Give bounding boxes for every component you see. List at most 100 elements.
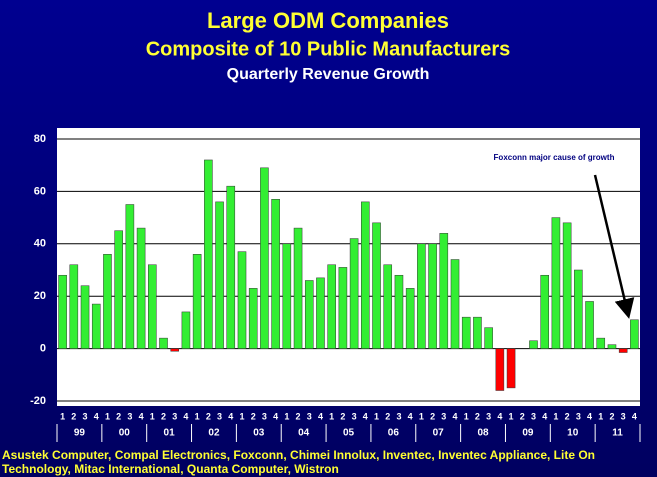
x-tick-label: 4 [273, 411, 278, 421]
bar [170, 348, 180, 352]
year-label: 04 [298, 428, 310, 439]
x-tick-label: 4 [318, 411, 323, 421]
chart-subtitle: Composite of 10 Public Manufacturers [146, 38, 511, 60]
bar [383, 264, 393, 349]
x-tick-label: 4 [94, 411, 99, 421]
year-label: 03 [253, 428, 265, 439]
bar [630, 319, 639, 349]
bar [574, 269, 583, 349]
x-tick-label: 1 [150, 411, 155, 421]
x-tick-label: 1 [105, 411, 110, 421]
bar [372, 222, 381, 349]
x-tick-label: 4 [587, 411, 592, 421]
year-label: 07 [433, 428, 445, 439]
bar [506, 348, 516, 389]
bar [271, 199, 280, 349]
x-tick-label: 3 [396, 411, 401, 421]
x-tick-label: 1 [509, 411, 514, 421]
bar [304, 280, 314, 349]
x-tick-label: 1 [374, 411, 379, 421]
x-tick-label: 1 [284, 411, 289, 421]
bar [585, 301, 594, 349]
x-tick-label: 1 [553, 411, 558, 421]
bar [484, 327, 493, 349]
x-tick-label: 2 [296, 411, 301, 421]
bar [405, 288, 415, 349]
x-tick-label: 1 [239, 411, 244, 421]
x-tick-label: 3 [576, 411, 581, 421]
x-tick-label: 2 [565, 411, 570, 421]
bar [237, 251, 247, 349]
x-tick-label: 1 [195, 411, 200, 421]
bar [159, 337, 168, 349]
bar [181, 311, 191, 349]
x-tick-label: 4 [363, 411, 368, 421]
y-tick-label: 60 [34, 185, 46, 197]
x-tick-label: 3 [307, 411, 312, 421]
x-tick-label: 1 [60, 411, 65, 421]
bar [248, 288, 258, 349]
bar [91, 303, 101, 349]
year-label: 05 [343, 428, 355, 439]
bar [58, 274, 67, 349]
y-tick-label: 40 [34, 238, 46, 250]
year-label: 09 [522, 428, 534, 439]
bar [461, 316, 471, 349]
x-tick-label: 4 [228, 411, 233, 421]
bar [529, 340, 538, 349]
bar [215, 201, 224, 349]
bar [103, 254, 112, 349]
bar [226, 185, 236, 349]
year-label: 01 [164, 428, 176, 439]
x-tick-label: 1 [329, 411, 334, 421]
bar [136, 227, 146, 349]
bar [562, 222, 572, 349]
x-tick-label: 2 [609, 411, 614, 421]
bar [450, 259, 460, 349]
year-label: 10 [567, 428, 579, 439]
x-tick-label: 3 [217, 411, 222, 421]
bar [618, 348, 628, 353]
bar [192, 254, 202, 349]
annotation: Foxconn major cause of growth [494, 153, 615, 162]
x-tick-label: 3 [83, 411, 88, 421]
bar [114, 230, 123, 349]
x-tick-label: 3 [352, 411, 357, 421]
bar [495, 348, 505, 391]
y-tick-label: 0 [40, 343, 46, 355]
bar [204, 159, 213, 349]
bar [540, 274, 549, 349]
bar [316, 277, 325, 349]
x-tick-label: 4 [453, 411, 458, 421]
x-tick-label: 1 [464, 411, 469, 421]
bar [394, 274, 404, 349]
x-tick-label: 3 [486, 411, 491, 421]
bar [80, 285, 90, 349]
year-label: 02 [208, 428, 220, 439]
bar [607, 344, 617, 349]
x-tick-label: 2 [340, 411, 345, 421]
y-tick-label: 80 [34, 133, 46, 145]
x-tick-label: 2 [430, 411, 435, 421]
y-tick-label: -20 [30, 395, 46, 407]
x-tick-label: 1 [598, 411, 603, 421]
bar [551, 217, 561, 349]
chart-title: Large ODM Companies [207, 8, 449, 33]
x-tick-label: 4 [542, 411, 547, 421]
x-tick-label: 2 [71, 411, 76, 421]
bar [596, 337, 606, 349]
bar [417, 243, 426, 349]
x-tick-label: 2 [206, 411, 211, 421]
x-tick-label: 2 [161, 411, 166, 421]
x-tick-label: 3 [621, 411, 626, 421]
x-tick-label: 4 [183, 411, 188, 421]
x-tick-label: 4 [408, 411, 413, 421]
year-label: 06 [388, 428, 400, 439]
bar [125, 204, 135, 349]
x-tick-label: 2 [475, 411, 480, 421]
y-tick-label: 20 [34, 290, 46, 302]
bar [148, 264, 157, 349]
x-tick-label: 3 [441, 411, 446, 421]
x-tick-label: 4 [139, 411, 144, 421]
